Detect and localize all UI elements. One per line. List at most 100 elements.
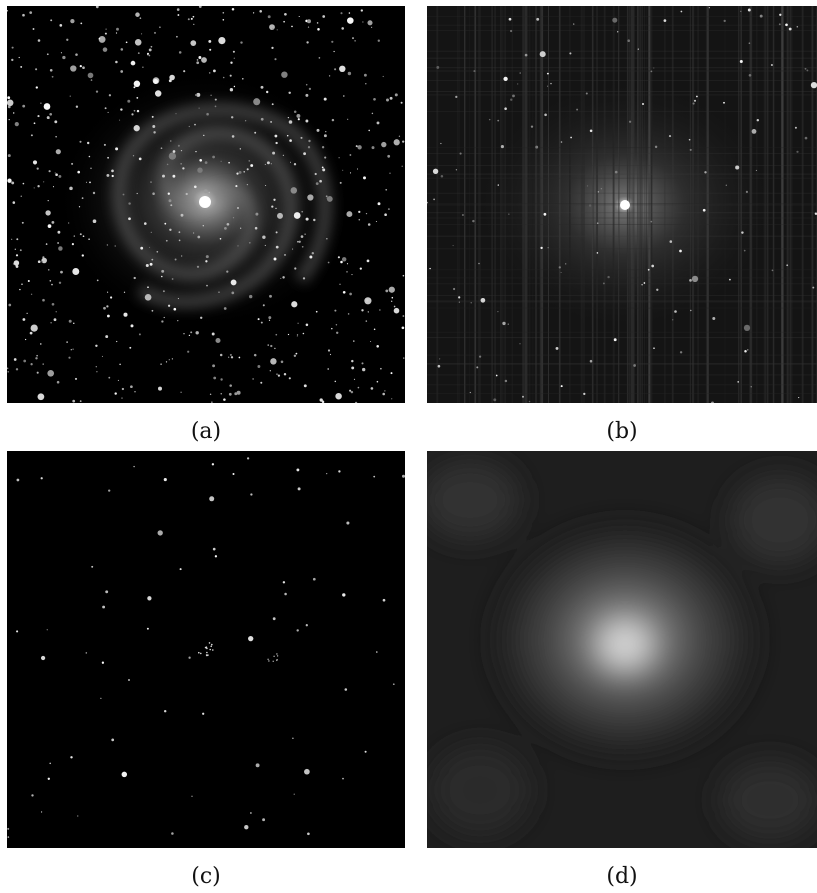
star bbox=[328, 75, 331, 77]
star bbox=[246, 183, 249, 186]
star bbox=[95, 90, 99, 93]
star bbox=[168, 359, 170, 361]
star bbox=[384, 213, 387, 217]
panel-d-image bbox=[427, 451, 817, 848]
star bbox=[287, 116, 290, 119]
star bbox=[196, 265, 200, 268]
star bbox=[75, 105, 79, 108]
streak bbox=[637, 6, 639, 403]
star bbox=[544, 113, 547, 117]
star bbox=[380, 367, 382, 370]
star bbox=[352, 37, 354, 40]
star bbox=[273, 257, 277, 261]
star bbox=[180, 150, 183, 152]
star bbox=[747, 349, 749, 351]
star bbox=[748, 42, 751, 44]
star bbox=[149, 262, 153, 266]
star bbox=[40, 655, 46, 661]
star bbox=[114, 392, 117, 395]
star bbox=[222, 76, 225, 79]
star bbox=[304, 233, 306, 235]
star bbox=[335, 392, 342, 400]
streak bbox=[664, 6, 666, 403]
star bbox=[33, 187, 35, 189]
star bbox=[508, 213, 510, 215]
streak bbox=[494, 6, 496, 403]
star bbox=[237, 207, 239, 209]
star bbox=[290, 187, 298, 194]
star bbox=[72, 348, 74, 350]
star bbox=[588, 204, 592, 207]
streak bbox=[580, 6, 582, 403]
star bbox=[269, 370, 271, 372]
streak bbox=[478, 6, 479, 403]
star bbox=[229, 384, 232, 387]
star bbox=[190, 331, 193, 334]
star bbox=[71, 162, 74, 165]
star bbox=[810, 81, 817, 89]
star bbox=[363, 176, 366, 180]
star bbox=[316, 128, 320, 132]
streak bbox=[772, 6, 775, 403]
star bbox=[219, 353, 223, 357]
star bbox=[206, 647, 208, 650]
star bbox=[264, 163, 266, 165]
star bbox=[744, 349, 747, 353]
star bbox=[188, 334, 191, 337]
star bbox=[229, 353, 232, 356]
star bbox=[156, 250, 159, 253]
star bbox=[14, 248, 16, 250]
star bbox=[297, 487, 301, 491]
star bbox=[152, 125, 156, 128]
star bbox=[248, 160, 251, 162]
star bbox=[331, 118, 335, 122]
star bbox=[133, 86, 136, 89]
star bbox=[387, 208, 390, 211]
star bbox=[478, 355, 482, 358]
streaks bbox=[427, 6, 817, 403]
star bbox=[386, 98, 389, 102]
star bbox=[160, 147, 163, 150]
star bbox=[301, 210, 304, 213]
star bbox=[268, 660, 270, 662]
star bbox=[294, 267, 297, 270]
star bbox=[704, 171, 707, 174]
star bbox=[187, 18, 190, 21]
streak bbox=[641, 6, 643, 403]
star bbox=[142, 66, 144, 68]
star bbox=[49, 112, 53, 116]
star bbox=[253, 98, 261, 106]
star bbox=[273, 198, 276, 201]
star bbox=[195, 331, 199, 335]
streak bbox=[427, 331, 817, 333]
star bbox=[375, 220, 377, 223]
star bbox=[208, 191, 211, 194]
star bbox=[647, 268, 650, 271]
star bbox=[66, 38, 69, 41]
star bbox=[11, 58, 14, 62]
star bbox=[367, 311, 369, 313]
star bbox=[712, 317, 716, 320]
star bbox=[244, 825, 249, 830]
star bbox=[150, 45, 153, 48]
star bbox=[223, 398, 226, 401]
star bbox=[226, 270, 229, 273]
star bbox=[29, 331, 33, 335]
star bbox=[199, 158, 203, 162]
star bbox=[745, 190, 749, 194]
star bbox=[331, 40, 334, 43]
streak bbox=[500, 6, 502, 403]
star bbox=[206, 284, 208, 287]
star bbox=[178, 231, 181, 234]
streak bbox=[690, 6, 691, 403]
star bbox=[628, 120, 632, 123]
star bbox=[729, 278, 731, 281]
star bbox=[276, 655, 279, 657]
star bbox=[794, 126, 797, 129]
star bbox=[90, 167, 92, 170]
star bbox=[120, 48, 124, 51]
star bbox=[144, 222, 147, 225]
star bbox=[54, 172, 56, 174]
star bbox=[30, 293, 33, 295]
star bbox=[654, 145, 658, 149]
